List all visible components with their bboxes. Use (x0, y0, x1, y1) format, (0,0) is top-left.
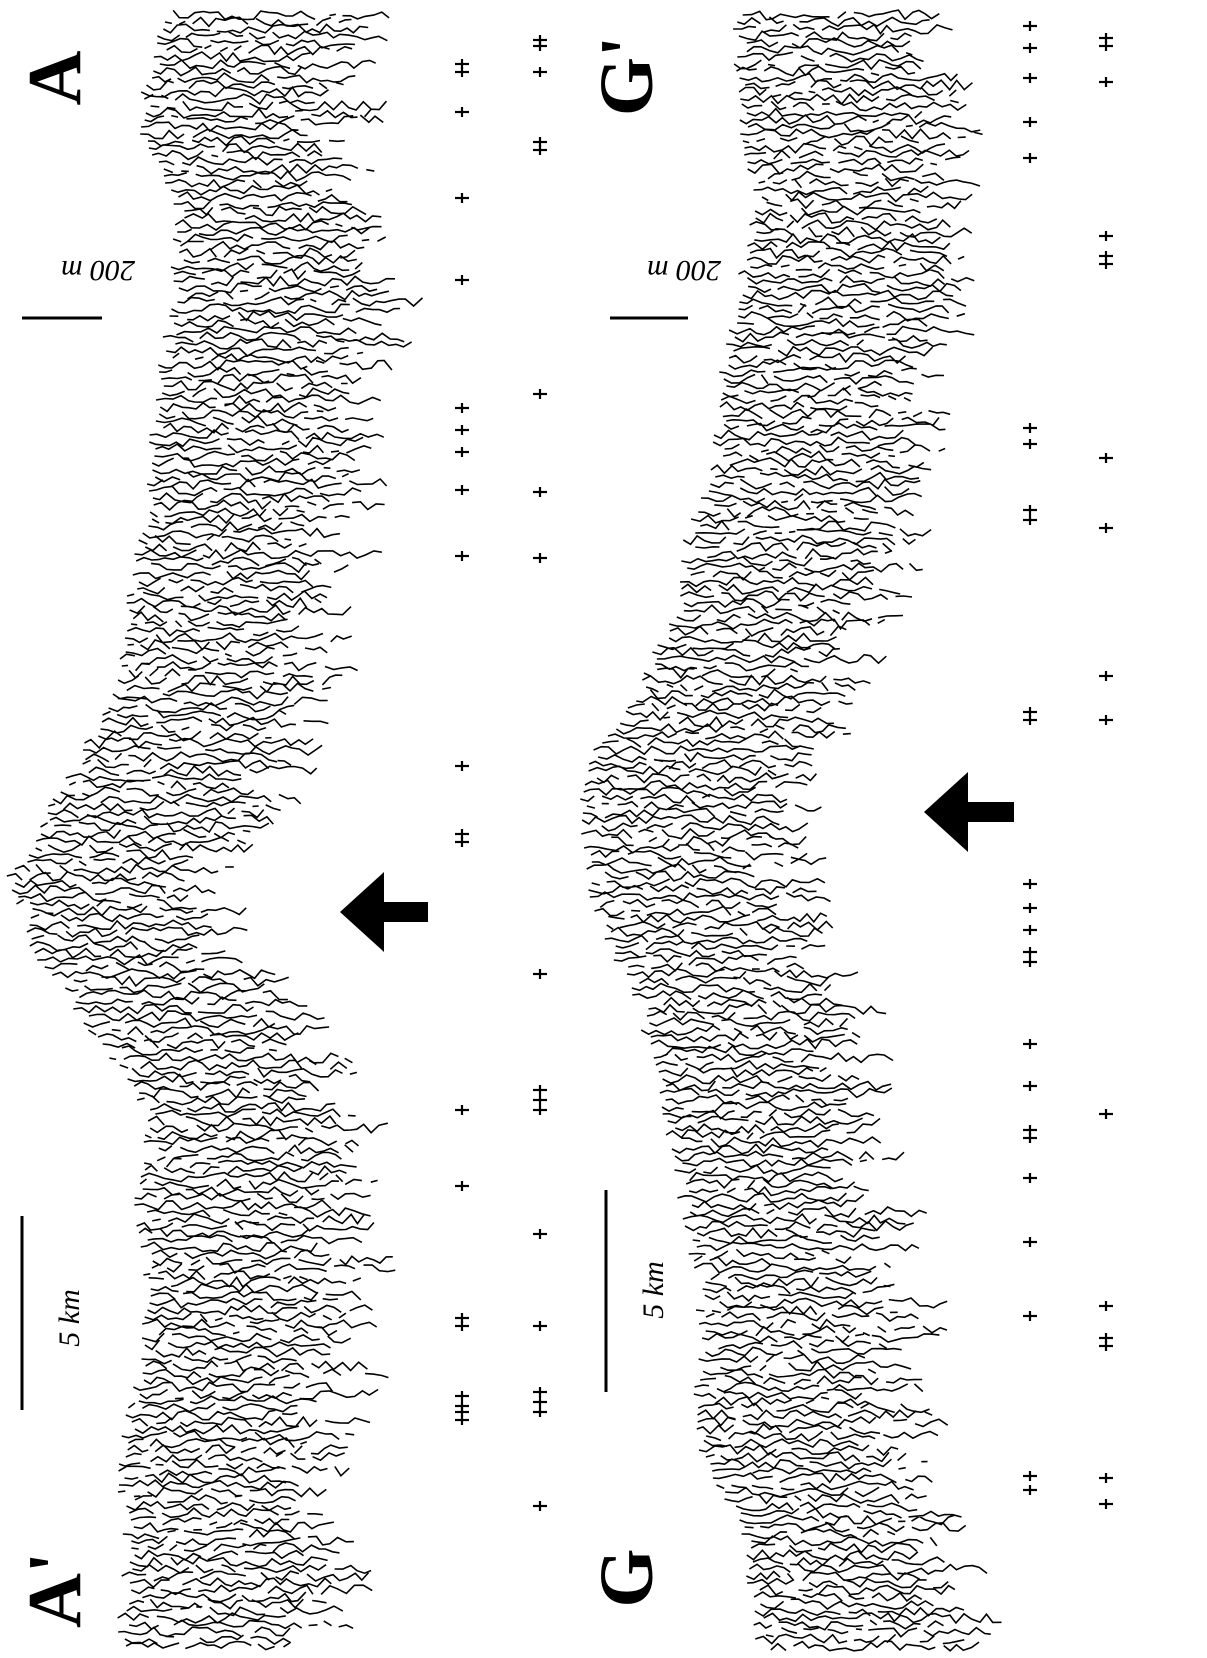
label-g: G (585, 1548, 669, 1607)
label-g-prime: G' (585, 36, 669, 116)
profile-a-tick-markers (455, 35, 547, 1511)
vertical-scale-label-a: 200 m (61, 254, 135, 287)
label-a: A (13, 50, 97, 105)
arrow-icon (340, 872, 428, 952)
horizontal-scale-label-g: 5 km (637, 1261, 670, 1318)
horizontal-scale-label-a: 5 km (53, 1289, 86, 1346)
reflection-traces (6, 9, 424, 1651)
label-a-prime: A' (13, 1552, 97, 1628)
profile-a-panel: A A' 200 m 5 km (6, 9, 547, 1651)
arrow-icon (924, 772, 1014, 852)
reflection-traces (580, 9, 1002, 1652)
vertical-scale-label-g: 200 m (647, 254, 721, 287)
profile-g-panel: G' G 200 m 5 km (580, 9, 1113, 1652)
profile-a-traces (6, 9, 424, 1651)
profile-g-tick-markers (1023, 21, 1113, 1509)
profile-g-traces (580, 9, 1002, 1652)
